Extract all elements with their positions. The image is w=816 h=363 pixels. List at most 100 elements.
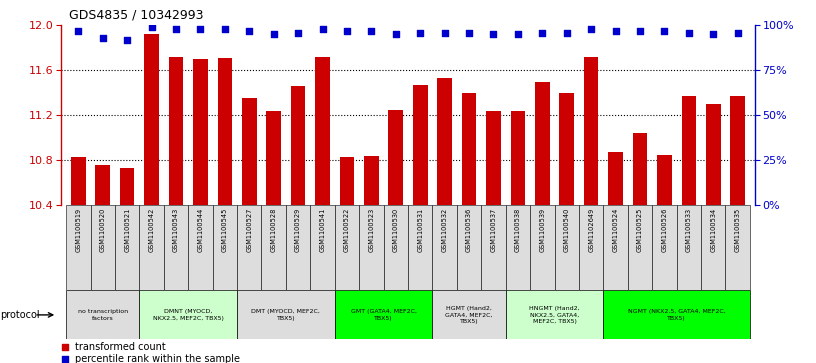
Text: GSM1100543: GSM1100543: [173, 208, 179, 252]
Bar: [725, 205, 750, 290]
Bar: [652, 205, 676, 290]
Point: [96, 35, 109, 41]
Text: GSM1100535: GSM1100535: [734, 208, 741, 252]
Point: [584, 26, 597, 32]
Text: GSM1100528: GSM1100528: [271, 208, 277, 252]
Bar: [486, 111, 501, 205]
Point: [463, 30, 476, 36]
Point: [389, 32, 402, 37]
Text: HGMT (Hand2,
GATA4, MEF2C,
TBX5): HGMT (Hand2, GATA4, MEF2C, TBX5): [446, 306, 493, 323]
Bar: [237, 205, 261, 290]
Bar: [140, 205, 164, 290]
Bar: [339, 157, 354, 205]
Point: [259, 312, 273, 318]
Bar: [506, 205, 530, 290]
Point: [658, 28, 671, 34]
Text: GSM1100533: GSM1100533: [686, 208, 692, 252]
Text: GSM1100529: GSM1100529: [295, 208, 301, 252]
Bar: [511, 111, 526, 205]
Point: [72, 28, 85, 34]
Text: GSM1100523: GSM1100523: [368, 208, 375, 252]
Point: [121, 37, 134, 43]
Bar: [237, 290, 335, 339]
Bar: [579, 205, 603, 290]
Bar: [71, 157, 86, 205]
Bar: [140, 290, 237, 339]
Text: GSM1100521: GSM1100521: [124, 208, 130, 252]
Bar: [506, 290, 603, 339]
Point: [242, 28, 255, 34]
Text: GSM1100537: GSM1100537: [490, 208, 496, 252]
Text: GSM1100520: GSM1100520: [100, 208, 106, 252]
Point: [267, 32, 280, 37]
Bar: [335, 205, 359, 290]
Text: GSM1100540: GSM1100540: [564, 208, 570, 252]
Text: GSM1100519: GSM1100519: [75, 208, 82, 252]
Point: [259, 201, 273, 207]
Point: [731, 30, 744, 36]
Point: [633, 28, 646, 34]
Bar: [432, 290, 506, 339]
Text: GSM1100545: GSM1100545: [222, 208, 228, 252]
Bar: [628, 205, 652, 290]
Bar: [315, 57, 330, 205]
Bar: [530, 205, 555, 290]
Bar: [115, 205, 140, 290]
Text: HNGMT (Hand2,
NKX2.5, GATA4,
MEF2C, TBX5): HNGMT (Hand2, NKX2.5, GATA4, MEF2C, TBX5…: [530, 306, 580, 323]
Bar: [701, 205, 725, 290]
Bar: [432, 205, 457, 290]
Bar: [535, 82, 550, 205]
Point: [487, 32, 500, 37]
Bar: [218, 58, 233, 205]
Text: GDS4835 / 10342993: GDS4835 / 10342993: [69, 9, 204, 22]
Text: percentile rank within the sample: percentile rank within the sample: [75, 354, 240, 363]
Point: [365, 28, 378, 34]
Text: GSM1100524: GSM1100524: [613, 208, 619, 252]
Text: GSM1100538: GSM1100538: [515, 208, 521, 252]
Bar: [603, 290, 750, 339]
Bar: [91, 205, 115, 290]
Point: [536, 30, 549, 36]
Bar: [706, 104, 721, 205]
Text: GSM1100530: GSM1100530: [392, 208, 399, 252]
Bar: [213, 205, 237, 290]
Bar: [457, 205, 481, 290]
Text: GSM1100536: GSM1100536: [466, 208, 472, 252]
Bar: [408, 205, 432, 290]
Point: [340, 28, 353, 34]
Text: transformed count: transformed count: [75, 342, 166, 352]
Text: DMNT (MYOCD,
NKX2.5, MEF2C, TBX5): DMNT (MYOCD, NKX2.5, MEF2C, TBX5): [153, 309, 224, 321]
Bar: [188, 205, 213, 290]
Bar: [290, 86, 305, 205]
Text: GSM1100544: GSM1100544: [197, 208, 203, 252]
Bar: [730, 96, 745, 205]
Bar: [286, 205, 310, 290]
Bar: [261, 205, 286, 290]
Bar: [335, 290, 432, 339]
Point: [194, 26, 207, 32]
Point: [561, 30, 574, 36]
Point: [609, 28, 622, 34]
Bar: [169, 57, 184, 205]
Bar: [608, 152, 623, 205]
Bar: [437, 78, 452, 205]
Bar: [681, 96, 696, 205]
Bar: [266, 111, 281, 205]
Point: [414, 30, 427, 36]
Bar: [481, 205, 506, 290]
Bar: [657, 155, 672, 205]
Bar: [310, 205, 335, 290]
Text: GSM1100525: GSM1100525: [637, 208, 643, 252]
Bar: [193, 59, 208, 205]
Bar: [388, 110, 403, 205]
Bar: [242, 98, 256, 205]
Bar: [364, 156, 379, 205]
Text: no transcription
factors: no transcription factors: [78, 309, 128, 321]
Bar: [384, 205, 408, 290]
Text: GSM1100526: GSM1100526: [662, 208, 667, 252]
Bar: [144, 34, 159, 205]
Point: [316, 26, 329, 32]
Text: GSM1100531: GSM1100531: [417, 208, 424, 252]
Bar: [164, 205, 188, 290]
Text: GSM1100542: GSM1100542: [149, 208, 154, 252]
